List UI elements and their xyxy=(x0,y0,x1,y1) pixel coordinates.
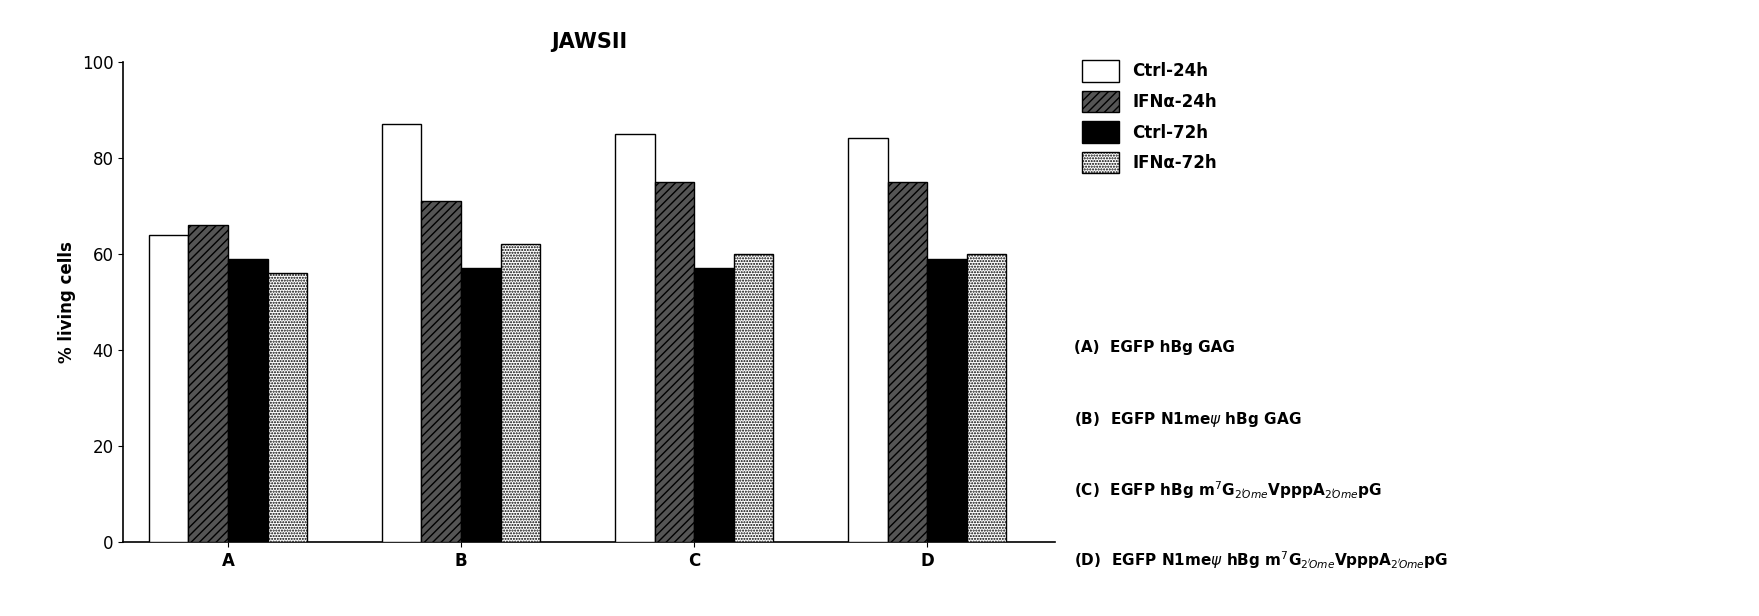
Bar xyxy=(967,254,1006,542)
Bar xyxy=(734,254,774,542)
Text: (A)  EGFP hBg GAG: (A) EGFP hBg GAG xyxy=(1075,340,1235,355)
Bar xyxy=(229,259,267,542)
Title: JAWSII: JAWSII xyxy=(551,31,628,52)
Bar xyxy=(188,225,229,542)
Bar xyxy=(927,259,967,542)
Text: (C)  EGFP hBg m$^7$G$_{2'\!Ome}$VpppA$_{2'\!Ome}$pG: (C) EGFP hBg m$^7$G$_{2'\!Ome}$VpppA$_{2… xyxy=(1075,480,1383,501)
Legend: Ctrl-24h, IFNα-24h, Ctrl-72h, IFNα-72h: Ctrl-24h, IFNα-24h, Ctrl-72h, IFNα-72h xyxy=(1082,60,1217,174)
Bar xyxy=(848,139,888,542)
Bar xyxy=(616,134,654,542)
Bar xyxy=(461,268,501,542)
Bar xyxy=(267,273,308,542)
Bar xyxy=(654,182,695,542)
Bar xyxy=(382,124,422,542)
Bar xyxy=(695,268,734,542)
Bar xyxy=(150,235,188,542)
Y-axis label: % living cells: % living cells xyxy=(58,241,76,363)
Bar xyxy=(501,244,540,542)
Bar xyxy=(888,182,927,542)
Text: (B)  EGFP N1me$\psi$ hBg GAG: (B) EGFP N1me$\psi$ hBg GAG xyxy=(1075,410,1302,429)
Text: (D)  EGFP N1me$\psi$ hBg m$^7$G$_{2'\!Ome}$VpppA$_{2'\!Ome}$pG: (D) EGFP N1me$\psi$ hBg m$^7$G$_{2'\!Ome… xyxy=(1075,549,1448,571)
Bar xyxy=(422,201,461,542)
